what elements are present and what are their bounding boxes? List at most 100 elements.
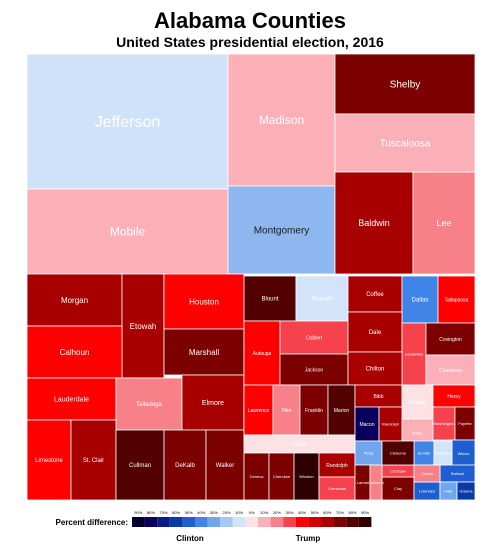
county-rect (26, 377, 117, 421)
legend-tick-label: 60% (172, 510, 180, 515)
county-rect (268, 452, 295, 501)
county-label: Dallas (412, 298, 429, 304)
county-cell-tallapoosa: Tallapoosa (437, 275, 476, 324)
legend-tick-label: 80% (147, 510, 155, 515)
county-label: Choctaw (390, 468, 406, 473)
county-label: Marion (334, 408, 350, 414)
legend-swatch (245, 517, 258, 527)
legend-tick-label: 50% (311, 510, 319, 515)
county-cell-dallas: Dallas (401, 275, 439, 324)
county-cell-montgomery: Montgomery (227, 185, 336, 275)
county-label: Elmore (202, 400, 224, 407)
county-label: Greene (459, 488, 473, 493)
county-cell-sumter: Sumter (413, 440, 435, 466)
county-cell-conecuh: Conecuh (368, 464, 384, 501)
county-cell-wilcox: Wilcox (451, 439, 476, 468)
legend-swatch (283, 517, 296, 527)
county-rect (243, 452, 270, 501)
county-cell-autauga: Autauga (243, 320, 281, 386)
county-rect (433, 440, 453, 466)
county-cell-perry: Perry (354, 440, 383, 466)
county-cell-winston: Winston (293, 452, 320, 501)
county-label: Montgomery (254, 226, 310, 237)
county-cell-randolph: Randolph (318, 452, 356, 478)
county-cell-tuscaloosa: Tuscaloosa (334, 113, 476, 173)
county-rect (381, 440, 415, 466)
county-label: Shelby (390, 80, 421, 91)
legend-tick-label: 60% (323, 510, 331, 515)
legend-tick-label: 30% (210, 510, 218, 515)
county-rect (279, 353, 349, 386)
county-cell-morgan: Morgan (26, 273, 123, 327)
county-cell-lauderdale: Lauderdale (26, 377, 117, 421)
county-label: Etowah (130, 322, 157, 331)
county-label: Bullock (451, 471, 464, 476)
county-cell-marion: Marion (327, 384, 356, 436)
legend-swatch (207, 517, 221, 527)
county-cell-marengo: Marengo (433, 440, 453, 466)
county-rect (425, 322, 476, 356)
county-label: Pike (282, 408, 292, 414)
county-cell-houston: Houston (163, 273, 245, 330)
county-cell-covington: Covington (425, 322, 476, 356)
county-cell-bibb: Bibb (354, 384, 403, 408)
county-label: Lamar (357, 480, 369, 485)
county-label: Franklin (305, 408, 323, 414)
county-cell-barbour: Barbour (401, 384, 434, 420)
county-cell-colbert: Colbert (279, 320, 349, 355)
county-label: Tallapoosa (445, 297, 469, 303)
legend-swatch (295, 517, 309, 527)
county-label: Blount (261, 297, 278, 303)
legend-swatch (270, 517, 284, 527)
county-label: Baldwin (358, 218, 390, 228)
county-cell-clarke: Clarke (243, 434, 356, 454)
county-label: Cleburne (390, 450, 407, 455)
county-label: Cullman (129, 463, 151, 469)
legend-swatch (169, 517, 183, 527)
county-cell-jackson: Jackson (279, 353, 349, 386)
legend-tick-label: 90% (361, 510, 369, 515)
county-cell-pike: Pike (272, 384, 301, 436)
legend-swatch (220, 517, 233, 527)
county-cell-cleburne: Cleburne (381, 440, 415, 466)
county-rect (279, 320, 349, 355)
county-cell-escambia: Escambia (401, 322, 427, 386)
county-label: Madison (259, 113, 304, 127)
legend-tick-label: 20% (222, 510, 230, 515)
legend-swatch (195, 517, 208, 527)
legend-tick-label: 0% (249, 510, 255, 515)
chart-subtitle: United States presidential election, 201… (116, 34, 384, 50)
county-rect (347, 311, 403, 353)
county-rect (243, 384, 274, 436)
county-rect (26, 325, 123, 379)
county-label: Covington (439, 337, 462, 343)
county-label: Randolph (382, 421, 399, 426)
county-label: Wilcox (458, 451, 470, 456)
county-rect (401, 384, 434, 420)
county-label: DeKalb (175, 463, 195, 469)
county-cell-madison: Madison (227, 53, 336, 187)
county-rect (318, 452, 356, 478)
county-label: Clay (394, 486, 402, 491)
county-cell-henry: Henry (432, 384, 476, 408)
county-cell-crenshaw: Crenshaw (318, 476, 356, 501)
legend-swatch (258, 517, 271, 527)
county-rect (299, 384, 329, 436)
county-cell-blount: Blount (243, 275, 297, 322)
county-cell-talladega: Talladega (115, 377, 183, 431)
county-label: Butler (412, 430, 423, 435)
county-cell-chambers: Chambers (425, 354, 476, 386)
chart-title: Alabama Counties (154, 8, 346, 33)
county-label: Crenshaw (328, 486, 346, 491)
county-rect (293, 452, 320, 501)
county-label: Chambers (439, 368, 463, 374)
county-cell-lawrence: Lawrence (243, 384, 274, 436)
county-label: Geneva (249, 474, 264, 479)
county-rect (437, 275, 476, 324)
county-cell-cullman: Cullman (115, 429, 165, 501)
county-label: Macon (359, 422, 374, 428)
legend-swatch (321, 517, 334, 527)
county-cell-etowah: Etowah (121, 273, 165, 379)
county-rect (181, 374, 245, 431)
county-cell-elmore: Elmore (181, 374, 245, 431)
